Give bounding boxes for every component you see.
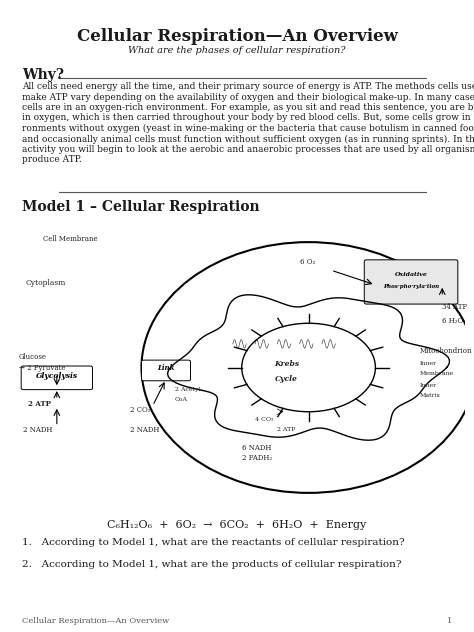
Text: Oxidative: Oxidative [395,272,428,277]
Text: Membrane: Membrane [420,371,454,376]
Text: Why?: Why? [22,68,64,82]
Text: 2 ATP: 2 ATP [28,400,51,408]
Text: 2 ATP: 2 ATP [277,427,296,432]
FancyBboxPatch shape [364,260,458,304]
Text: Cytoplasm: Cytoplasm [26,279,66,287]
Text: 2 FADH₂: 2 FADH₂ [242,454,272,463]
Text: Cell Membrane: Cell Membrane [43,234,98,243]
Text: C₆H₁₂O₆  +  6O₂  →  6CO₂  +  6H₂O  +  Energy: C₆H₁₂O₆ + 6O₂ → 6CO₂ + 6H₂O + Energy [108,520,366,530]
Text: Cellular Respiration—An Overview: Cellular Respiration—An Overview [22,617,169,625]
Text: Glycolysis: Glycolysis [36,372,78,380]
Text: ronments without oxygen (yeast in wine-making or the bacteria that cause botulis: ronments without oxygen (yeast in wine-m… [22,124,474,133]
Text: and occasionally animal cells must function without sufficient oxygen (as in run: and occasionally animal cells must funct… [22,135,474,143]
Text: activity you will begin to look at the aerobic and anaerobic processes that are : activity you will begin to look at the a… [22,145,474,154]
Text: Mitochondrion: Mitochondrion [420,347,473,355]
Text: Inner: Inner [420,382,437,387]
Text: 2.   According to Model 1, what are the products of cellular respiration?: 2. According to Model 1, what are the pr… [22,560,401,569]
Text: All cells need energy all the time, and their primary source of energy is ATP. T: All cells need energy all the time, and … [22,82,474,91]
FancyBboxPatch shape [141,360,191,380]
Text: Model 1 – Cellular Respiration: Model 1 – Cellular Respiration [22,200,260,214]
Text: What are the phases of cellular respiration?: What are the phases of cellular respirat… [128,46,346,55]
Text: Glucose: Glucose [19,353,47,361]
Text: Krebs: Krebs [273,360,299,368]
Text: 1: 1 [447,617,452,625]
Text: Inner: Inner [420,360,437,365]
Text: Cellular Respiration—An Overview: Cellular Respiration—An Overview [77,28,397,45]
FancyBboxPatch shape [21,366,92,389]
Text: CoA: CoA [175,398,188,403]
Text: cells are in an oxygen-rich environment. For example, as you sit and read this s: cells are in an oxygen-rich environment.… [22,103,474,112]
Text: Cycle: Cycle [275,375,298,383]
Text: 2 NADH: 2 NADH [23,427,53,434]
Text: 1.   According to Model 1, what are the reactants of cellular respiration?: 1. According to Model 1, what are the re… [22,538,405,547]
Text: 4 CO₂: 4 CO₂ [255,416,273,422]
Text: produce ATP.: produce ATP. [22,155,82,164]
Text: 6 O₂: 6 O₂ [300,258,315,266]
Text: 2 NADH: 2 NADH [130,427,160,434]
Text: 34 ATP: 34 ATP [442,303,467,310]
Text: in oxygen, which is then carried throughout your body by red blood cells. But, s: in oxygen, which is then carried through… [22,114,474,123]
Text: Matrix: Matrix [420,393,441,398]
Text: Link: Link [157,364,175,372]
Text: → 2 Pyruvate: → 2 Pyruvate [19,365,65,372]
Text: make ATP vary depending on the availability of oxygen and their biological make-: make ATP vary depending on the availabil… [22,92,474,102]
Text: 6 H₂O: 6 H₂O [442,317,464,325]
Text: 2 Acetyl-: 2 Acetyl- [175,387,203,392]
Text: 2 CO₂: 2 CO₂ [130,406,151,414]
Text: 6 NADH: 6 NADH [242,444,271,452]
Text: Phos·pho·ryla·tion: Phos·pho·ryla·tion [383,284,439,289]
